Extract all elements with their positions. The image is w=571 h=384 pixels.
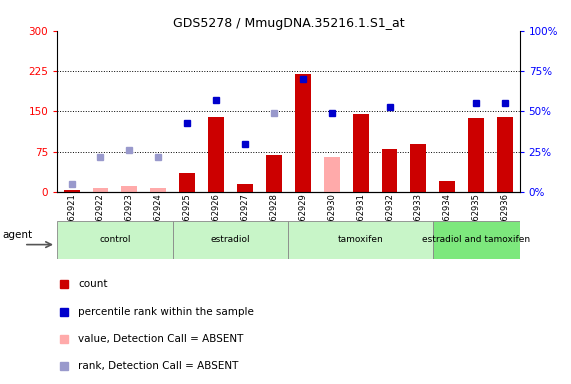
Bar xyxy=(381,149,397,192)
Bar xyxy=(57,221,172,259)
Text: percentile rank within the sample: percentile rank within the sample xyxy=(78,306,254,316)
Text: estradiol: estradiol xyxy=(211,235,250,245)
Bar xyxy=(353,114,368,192)
Text: agent: agent xyxy=(3,230,33,240)
Bar xyxy=(266,156,282,192)
Text: value, Detection Call = ABSENT: value, Detection Call = ABSENT xyxy=(78,334,243,344)
Title: GDS5278 / MmugDNA.35216.1.S1_at: GDS5278 / MmugDNA.35216.1.S1_at xyxy=(172,17,404,30)
Text: count: count xyxy=(78,279,107,289)
Bar xyxy=(497,117,513,192)
Text: estradiol and tamoxifen: estradiol and tamoxifen xyxy=(422,235,530,245)
Bar xyxy=(324,157,340,192)
Bar xyxy=(433,221,520,259)
Text: control: control xyxy=(99,235,131,245)
Bar xyxy=(179,173,195,192)
Bar xyxy=(150,188,166,192)
Bar xyxy=(440,181,455,192)
Bar xyxy=(295,74,311,192)
Bar xyxy=(208,117,224,192)
Bar xyxy=(122,185,137,192)
Text: rank, Detection Call = ABSENT: rank, Detection Call = ABSENT xyxy=(78,361,238,371)
Bar xyxy=(172,221,288,259)
Text: tamoxifen: tamoxifen xyxy=(338,235,384,245)
Bar xyxy=(237,184,253,192)
Bar xyxy=(93,188,108,192)
Bar xyxy=(288,221,433,259)
Bar xyxy=(411,144,427,192)
Bar xyxy=(63,190,79,192)
Bar xyxy=(468,118,484,192)
